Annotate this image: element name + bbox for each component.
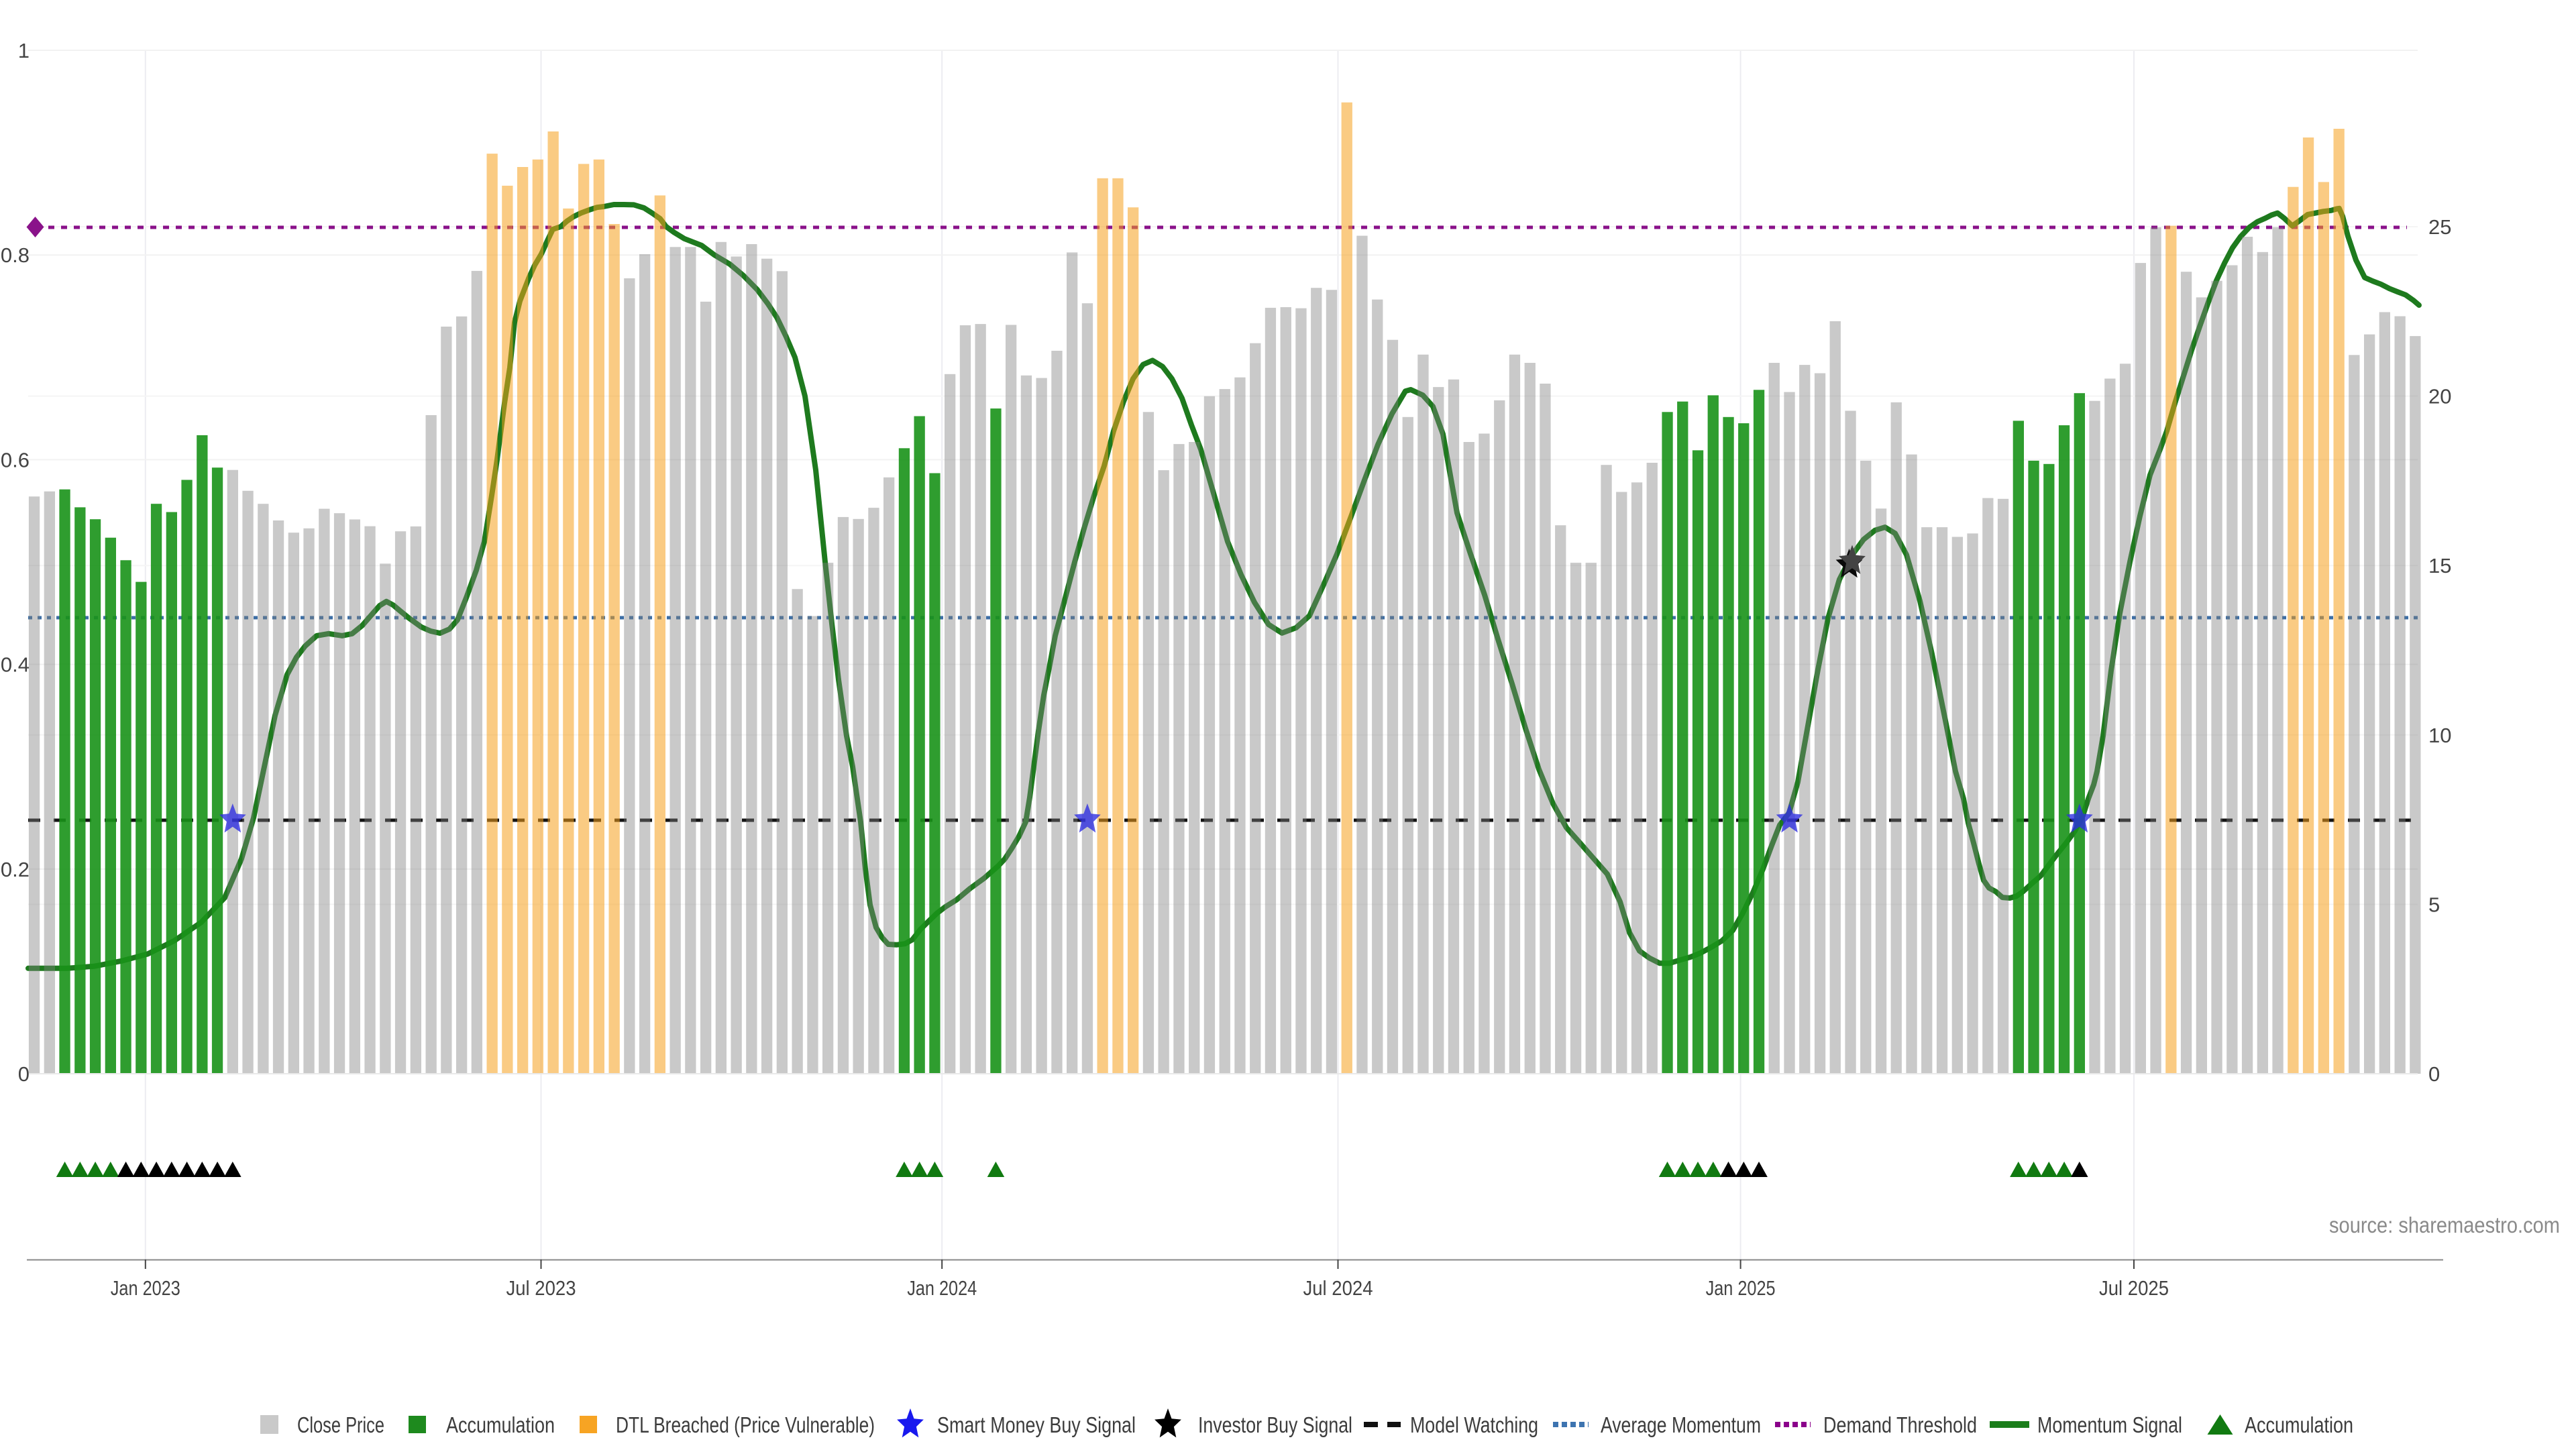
svg-text:0: 0 [2428, 1062, 2440, 1086]
svg-text:Jul 2025: Jul 2025 [2099, 1276, 2169, 1300]
svg-text:0.2: 0.2 [1, 858, 30, 881]
svg-text:1: 1 [18, 39, 30, 62]
svg-text:Jan 2023: Jan 2023 [111, 1276, 180, 1300]
svg-text:Momentum Signal: Momentum Signal [2037, 1412, 2182, 1437]
svg-text:0.6: 0.6 [1, 448, 30, 471]
svg-text:DTL Breached (Price Vulnerable: DTL Breached (Price Vulnerable) [616, 1412, 875, 1437]
svg-text:Accumulation: Accumulation [446, 1412, 555, 1437]
svg-text:15: 15 [2428, 554, 2451, 577]
svg-text:Smart Money Buy Signal: Smart Money Buy Signal [937, 1412, 1136, 1437]
svg-text:10: 10 [2428, 724, 2451, 747]
svg-text:source: sharemaestro.com: source: sharemaestro.com [2329, 1213, 2560, 1237]
svg-text:Jul 2024: Jul 2024 [1303, 1276, 1373, 1300]
svg-text:25: 25 [2428, 215, 2451, 239]
svg-text:0.8: 0.8 [1, 243, 30, 267]
svg-text:Average Momentum: Average Momentum [1601, 1412, 1761, 1437]
svg-text:0.4: 0.4 [1, 653, 30, 677]
svg-text:Jul 2023: Jul 2023 [506, 1276, 576, 1300]
svg-text:Accumulation: Accumulation [2245, 1412, 2353, 1437]
svg-text:Demand Threshold: Demand Threshold [1823, 1412, 1977, 1437]
svg-text:0: 0 [18, 1062, 30, 1086]
svg-text:Jan 2024: Jan 2024 [907, 1276, 977, 1300]
svg-text:20: 20 [2428, 385, 2451, 408]
svg-text:Model Watching: Model Watching [1410, 1412, 1538, 1437]
svg-text:Jan 2025: Jan 2025 [1706, 1276, 1776, 1300]
svg-text:Close Price: Close Price [297, 1412, 384, 1437]
svg-text:Investor Buy Signal: Investor Buy Signal [1198, 1412, 1352, 1437]
svg-text:5: 5 [2428, 893, 2440, 916]
